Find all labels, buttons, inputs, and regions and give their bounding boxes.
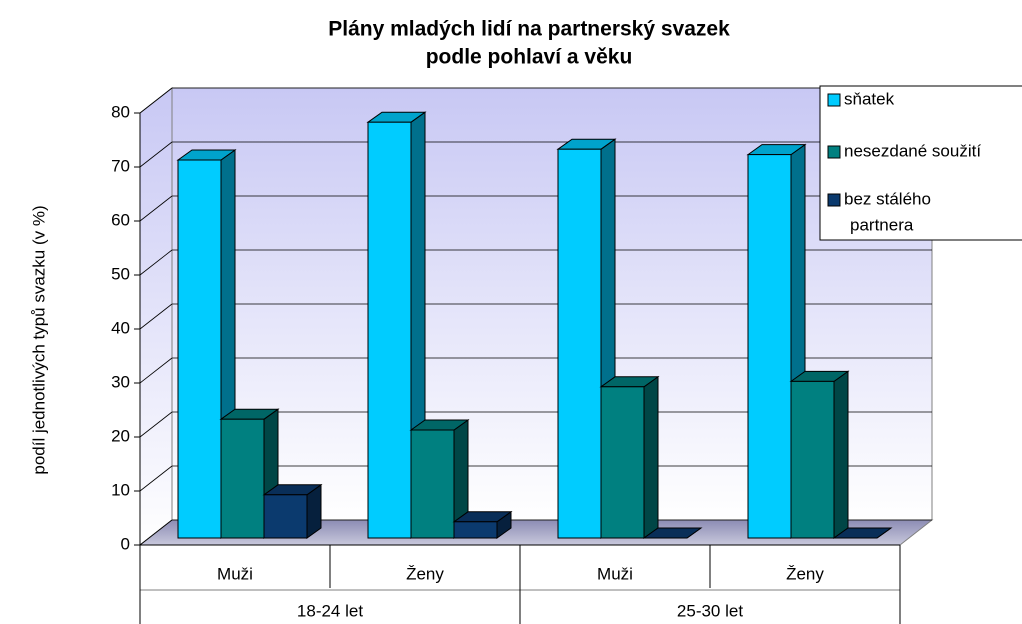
grid-line <box>139 519 173 546</box>
legend-swatch <box>827 193 841 207</box>
y-tick-label: 60 <box>111 210 130 229</box>
grid-line <box>139 195 173 222</box>
y-tick-label: 10 <box>111 480 130 499</box>
x-tick-label: Ženy <box>786 564 824 583</box>
bar <box>790 380 835 539</box>
x-tick-label: Ženy <box>406 564 444 583</box>
bar <box>263 494 308 539</box>
bar <box>177 159 222 539</box>
grid-line <box>139 303 173 330</box>
bar <box>220 418 265 539</box>
bar <box>557 148 602 539</box>
legend-label: partnera <box>850 215 914 234</box>
bar <box>410 429 455 539</box>
bar-top <box>642 527 703 539</box>
grid-line <box>139 249 173 276</box>
chart-title: Plány mladých lidí na partnerský svazek <box>328 18 730 41</box>
legend-label: sňatek <box>844 89 895 108</box>
legend-box <box>819 85 1022 241</box>
grid-line <box>139 87 173 114</box>
chart-title: podle pohlaví a věku <box>426 46 633 69</box>
bar <box>600 386 645 539</box>
x-tick-label: Muži <box>217 564 253 583</box>
group-label: 18-24 let <box>297 601 363 620</box>
bar-side <box>833 370 849 539</box>
y-tick-label: 20 <box>111 426 130 445</box>
bar-side <box>643 375 659 539</box>
bar-top <box>832 527 893 539</box>
y-axis-title: podíl jednotlivých typů svazku (v %) <box>29 205 48 474</box>
bar <box>453 521 498 539</box>
y-tick-label: 40 <box>111 318 130 337</box>
grid-line <box>139 141 173 168</box>
group-label: 25-30 let <box>677 601 743 620</box>
y-tick-label: 80 <box>111 102 130 121</box>
y-tick-label: 30 <box>111 372 130 391</box>
legend-label: nesezdané soužití <box>844 141 981 160</box>
grid-line <box>139 465 173 492</box>
grid-line <box>139 411 173 438</box>
bar <box>367 121 412 539</box>
grid-line <box>139 357 173 384</box>
y-tick-label: 70 <box>111 156 130 175</box>
legend-label: bez stálého <box>844 189 931 208</box>
legend-swatch <box>827 93 841 107</box>
y-tick-label: 50 <box>111 264 130 283</box>
bar <box>747 154 792 539</box>
x-tick-label: Muži <box>597 564 633 583</box>
y-tick-label: 0 <box>121 534 130 553</box>
legend-swatch <box>827 145 841 159</box>
